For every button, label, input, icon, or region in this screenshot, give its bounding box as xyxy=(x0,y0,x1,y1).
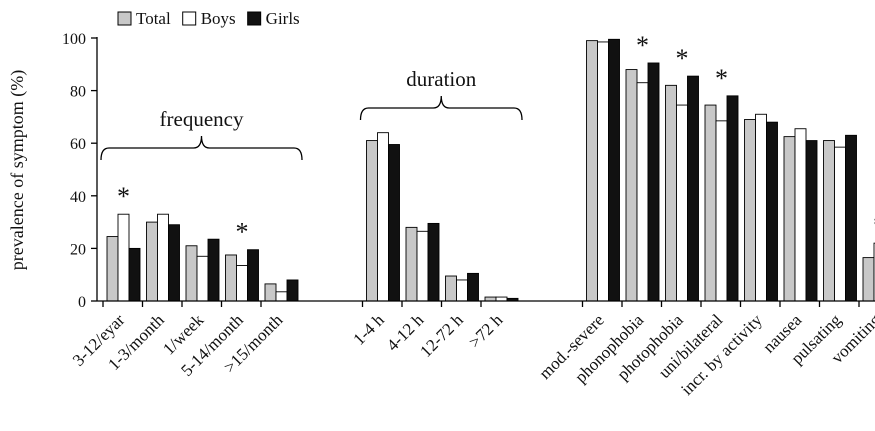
bar-girls-uni-bilateral xyxy=(726,95,739,302)
bar-total-1-3-month xyxy=(146,221,158,302)
legend-swatch-girls xyxy=(247,11,262,26)
bar-girls-phonophobia xyxy=(647,62,660,302)
significance-star-5-14-month: * xyxy=(236,218,249,247)
legend-label-girls: Girls xyxy=(266,9,300,28)
brace-frequency xyxy=(100,135,303,161)
bar-total-photophobia xyxy=(665,84,677,302)
y-tick-label-0: 0 xyxy=(78,294,86,311)
bar-boys-nausea xyxy=(794,128,807,302)
bar-total-1-4-h xyxy=(366,140,378,302)
significance-star-photophobia: * xyxy=(676,44,689,73)
y-tick-label-100: 100 xyxy=(62,31,86,48)
significance-star-3-12-eyar: * xyxy=(117,182,130,211)
significance-star-vomiting: * xyxy=(873,211,875,240)
bar-boys-mod-severe xyxy=(597,41,609,302)
y-axis-ticks: 0 20 40 60 80 100 xyxy=(62,31,97,311)
bar-boys-1-4-h xyxy=(377,132,389,302)
x-tick-label-72-h: >72 h xyxy=(465,310,507,352)
legend-swatch-total xyxy=(117,11,132,26)
bar-total-5-14-month xyxy=(225,254,237,302)
bar-girls-nausea xyxy=(805,140,818,302)
bar-total-uni-bilateral xyxy=(704,104,717,302)
y-tick-label-60: 60 xyxy=(70,136,86,153)
x-tick-label-1-4-h: 1-4 h xyxy=(349,310,388,349)
bar-girls-1-4-h xyxy=(388,144,400,302)
bar-boys-5-14-month xyxy=(236,265,248,302)
bar-total-mod-severe xyxy=(586,40,598,302)
bar-boys-1-week xyxy=(196,255,209,302)
bar-girls-1-3-month xyxy=(168,224,180,302)
bar-total-15-month xyxy=(264,283,277,302)
bar-total-1-week xyxy=(185,245,198,302)
bar-girls-4-12-h xyxy=(427,222,440,302)
bar-girls-photophobia xyxy=(687,75,699,302)
legend: Total Boys Girls xyxy=(117,9,300,28)
y-tick-label-40: 40 xyxy=(70,189,86,206)
bar-boys-uni-bilateral xyxy=(715,120,728,302)
bar-total-3-12-eyar xyxy=(106,236,119,302)
bar-total-incr-by-activity xyxy=(744,119,756,302)
bar-girls-15-month xyxy=(286,279,299,302)
significance-star-uni-bilateral: * xyxy=(715,64,728,93)
bar-girls-12-72-h xyxy=(467,272,479,302)
significance-star-phonophobia: * xyxy=(636,31,649,60)
bar-boys-photophobia xyxy=(676,104,688,302)
bar-boys-phonophobia xyxy=(636,82,649,302)
bar-girls-5-14-month xyxy=(247,249,259,302)
group-braces: frequency duration xyxy=(100,67,523,161)
bar-total-4-12-h xyxy=(405,226,418,302)
y-tick-label-80: 80 xyxy=(70,84,86,101)
x-axis-labels: 3-12/eyar1-3/month1/week5-14/month>15/mo… xyxy=(69,301,875,399)
bar-boys-incr-by-activity xyxy=(755,113,767,302)
bar-total-12-72-h xyxy=(445,275,457,302)
bar-boys-3-12-eyar xyxy=(117,213,130,302)
bar-total-vomiting xyxy=(862,257,875,302)
bar-girls-pulsating xyxy=(845,134,857,302)
legend-label-total: Total xyxy=(136,9,171,28)
significance-marks: * * * * * * xyxy=(117,31,875,247)
x-tick-label-12-72-h: 12-72 h xyxy=(416,310,467,361)
bar-total-pulsating xyxy=(823,140,835,302)
legend-label-boys: Boys xyxy=(201,9,236,28)
bar-girls-mod-severe xyxy=(608,38,620,302)
y-axis-label: prevalence of symptom (%) xyxy=(7,70,28,270)
bar-total-nausea xyxy=(783,136,796,302)
bar-boys-4-12-h xyxy=(416,230,429,302)
group-label-duration: duration xyxy=(406,67,476,91)
bar-boys-15-month xyxy=(275,291,288,302)
bar-boys-1-3-month xyxy=(157,213,169,302)
bar-girls-incr-by-activity xyxy=(766,121,778,302)
y-tick-label-20: 20 xyxy=(70,241,86,258)
legend-swatch-boys xyxy=(182,11,197,26)
bar-total-phonophobia xyxy=(625,69,638,302)
bars xyxy=(106,38,875,302)
bar-girls-3-12-eyar xyxy=(128,247,141,302)
bar-boys-12-72-h xyxy=(456,279,468,302)
bar-boys-pulsating xyxy=(834,146,846,302)
bar-girls-1-week xyxy=(207,238,220,302)
brace-duration xyxy=(359,95,523,121)
group-label-frequency: frequency xyxy=(160,107,244,131)
